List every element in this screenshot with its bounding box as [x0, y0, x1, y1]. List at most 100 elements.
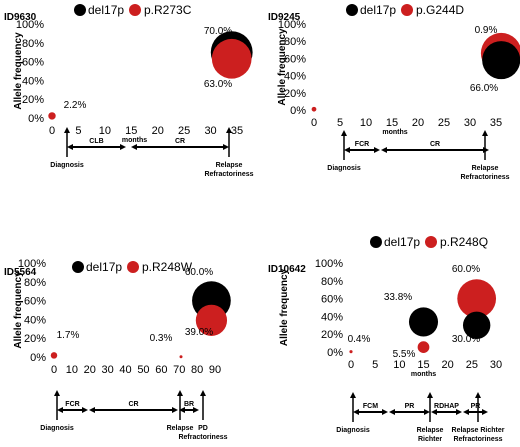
timeline-arrowhead: [389, 409, 395, 415]
y-tick-label: 60%: [24, 296, 46, 308]
timeline-arrowhead: [424, 409, 430, 415]
timeline-arrowhead: [382, 409, 388, 415]
x-tick-label: 15: [125, 125, 137, 137]
y-tick-label: 60%: [321, 294, 343, 306]
x-tick-label: 20: [84, 364, 96, 376]
event-label: Refractoriness: [178, 434, 227, 441]
x-tick-label: 90: [209, 364, 221, 376]
bubble-del17p: [462, 311, 491, 339]
y-tick-label: 80%: [22, 38, 44, 50]
y-tick-label: 80%: [24, 277, 46, 289]
data-label: 60.0%: [452, 264, 480, 275]
event-label: Refractoriness: [460, 174, 509, 181]
event-arrowhead: [475, 392, 481, 398]
panel-id: ID5564: [4, 267, 37, 278]
x-tick-label: 10: [99, 125, 111, 137]
y-tick-label: 40%: [24, 314, 46, 326]
x-tick-label: 30: [464, 117, 476, 129]
treatment-label: RDHAP: [434, 403, 459, 410]
timeline-arrowhead: [131, 144, 137, 150]
x-tick-label: 30: [102, 364, 114, 376]
timeline-arrowhead: [67, 144, 73, 150]
treatment-label: PR: [405, 403, 415, 410]
legend-label-mutation: p.R248Q: [440, 235, 488, 249]
y-tick-label: 0%: [327, 347, 343, 359]
legend-label-mutation: p.G244D: [416, 3, 464, 17]
data-label: 0.3%: [150, 333, 173, 344]
data-label: 5.5%: [393, 349, 416, 360]
event-arrowhead: [54, 390, 60, 396]
x-tick-label: 25: [466, 359, 478, 371]
timeline-arrowhead: [223, 144, 229, 150]
event-label: Relapse: [417, 427, 444, 434]
event-label: Richter: [418, 436, 442, 443]
x-axis-label: months: [411, 371, 436, 378]
event-arrowhead: [64, 127, 70, 133]
y-axis-label: Allele frequency: [279, 268, 290, 346]
x-tick-label: 80: [191, 364, 203, 376]
panel-id: ID9630: [4, 12, 37, 23]
treatment-label: FCR: [65, 401, 79, 408]
x-tick-label: 10: [393, 359, 405, 371]
treatment-label: CLB: [89, 138, 103, 145]
x-tick-label: 25: [438, 117, 450, 129]
y-tick-label: 80%: [321, 276, 343, 288]
event-label: Diagnosis: [336, 427, 370, 434]
treatment-label: PR: [471, 403, 481, 410]
x-tick-label: 30: [490, 359, 502, 371]
event-arrowhead: [427, 392, 433, 398]
event-label: Refractoriness: [453, 436, 502, 443]
timeline-arrowhead: [120, 144, 126, 150]
x-tick-label: 35: [231, 125, 243, 137]
data-label: 0.9%: [475, 25, 498, 36]
timeline-arrowhead: [381, 147, 387, 153]
treatment-label: CR: [128, 401, 138, 408]
event-arrowhead: [226, 127, 232, 133]
x-tick-label: 0: [311, 117, 317, 129]
legend-label-del17p: del17p: [88, 3, 124, 17]
y-tick-label: 60%: [284, 53, 306, 65]
y-tick-label: 80%: [284, 36, 306, 48]
event-label: PD: [198, 425, 208, 432]
data-label: 63.0%: [204, 79, 232, 90]
treatment-label: CR: [175, 138, 185, 145]
treatment-label: BR: [184, 401, 194, 408]
event-arrowhead: [341, 130, 347, 136]
bubble-mutation: [311, 106, 317, 112]
bubble-mutation: [417, 341, 430, 353]
y-tick-label: 20%: [22, 94, 44, 106]
data-label: 60.0%: [185, 267, 213, 278]
x-tick-label: 0: [51, 364, 57, 376]
y-tick-label: 40%: [22, 75, 44, 87]
legend-label-del17p: del17p: [86, 260, 122, 274]
x-tick-label: 50: [137, 364, 149, 376]
legend-marker-del17p: [72, 261, 84, 273]
y-tick-label: 100%: [278, 19, 306, 31]
event-label: Relapse: [472, 165, 499, 172]
y-tick-label: 0%: [28, 113, 44, 125]
panel-id: ID10642: [268, 264, 306, 275]
timeline-arrowhead: [483, 147, 489, 153]
treatment-label: FCR: [355, 141, 369, 148]
y-tick-label: 40%: [321, 311, 343, 323]
bubble-mutation: [457, 279, 497, 318]
x-tick-label: 0: [348, 359, 354, 371]
x-tick-label: 5: [75, 125, 81, 137]
y-tick-label: 20%: [24, 333, 46, 345]
bubble-mutation: [50, 352, 58, 359]
timeline-arrowhead: [482, 409, 488, 415]
legend-marker-mutation: [129, 4, 141, 16]
data-label: 30.0%: [452, 334, 480, 345]
bubble-del17p: [482, 41, 520, 80]
y-tick-label: 100%: [18, 258, 46, 270]
legend-label-mutation: p.R248W: [142, 260, 193, 274]
event-label: Diagnosis: [327, 165, 361, 172]
timeline-arrowhead: [344, 147, 350, 153]
legend-marker-del17p: [370, 236, 382, 248]
x-tick-label: 25: [178, 125, 190, 137]
treatment-label: CR: [430, 141, 440, 148]
x-tick-label: 20: [152, 125, 164, 137]
event-label: Relapse: [167, 425, 194, 432]
y-tick-label: 0%: [290, 105, 306, 117]
